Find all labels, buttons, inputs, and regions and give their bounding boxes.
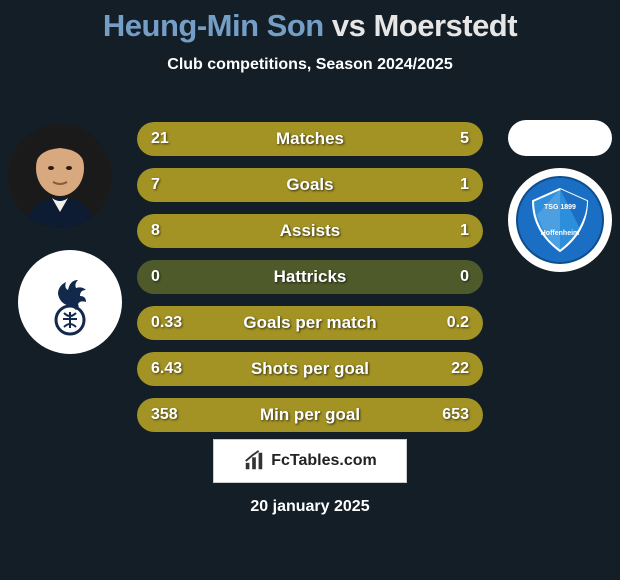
stat-label: Min per goal xyxy=(137,405,483,425)
fctables-logo-icon xyxy=(243,450,265,472)
generated-date: 20 january 2025 xyxy=(0,498,620,516)
stat-row: 0.330.2Goals per match xyxy=(137,306,483,340)
stat-label: Matches xyxy=(137,129,483,149)
stat-row: 358653Min per goal xyxy=(137,398,483,432)
vs-text: vs xyxy=(324,8,374,43)
player1-photo xyxy=(8,124,112,228)
stat-label: Goals per match xyxy=(137,313,483,333)
stat-row: 81Assists xyxy=(137,214,483,248)
club-badge-left xyxy=(18,250,122,354)
stat-row: 71Goals xyxy=(137,168,483,202)
club-badge-right: TSG 1899 Hoffenheim xyxy=(508,168,612,272)
comparison-title: Heung-Min Son vs Moerstedt xyxy=(0,0,620,44)
season-subtitle: Club competitions, Season 2024/2025 xyxy=(0,56,620,74)
stat-label: Assists xyxy=(137,221,483,241)
stat-row: 215Matches xyxy=(137,122,483,156)
player2-photo xyxy=(508,120,612,156)
stat-label: Shots per goal xyxy=(137,359,483,379)
stats-comparison: 215Matches 71Goals 81Assists 00Hattricks 0.3… xyxy=(137,122,483,444)
fctables-badge[interactable]: FcTables.com xyxy=(213,439,407,483)
stat-label: Goals xyxy=(137,175,483,195)
player2-name: Moerstedt xyxy=(373,8,517,43)
stat-label: Hattricks xyxy=(137,267,483,287)
stat-row: 6.4322Shots per goal xyxy=(137,352,483,386)
svg-text:Hoffenheim: Hoffenheim xyxy=(541,230,580,237)
fctables-brand-text: FcTables.com xyxy=(271,452,377,470)
svg-text:TSG 1899: TSG 1899 xyxy=(544,204,576,211)
stat-row: 00Hattricks xyxy=(137,260,483,294)
player1-name: Heung-Min Son xyxy=(103,8,324,43)
